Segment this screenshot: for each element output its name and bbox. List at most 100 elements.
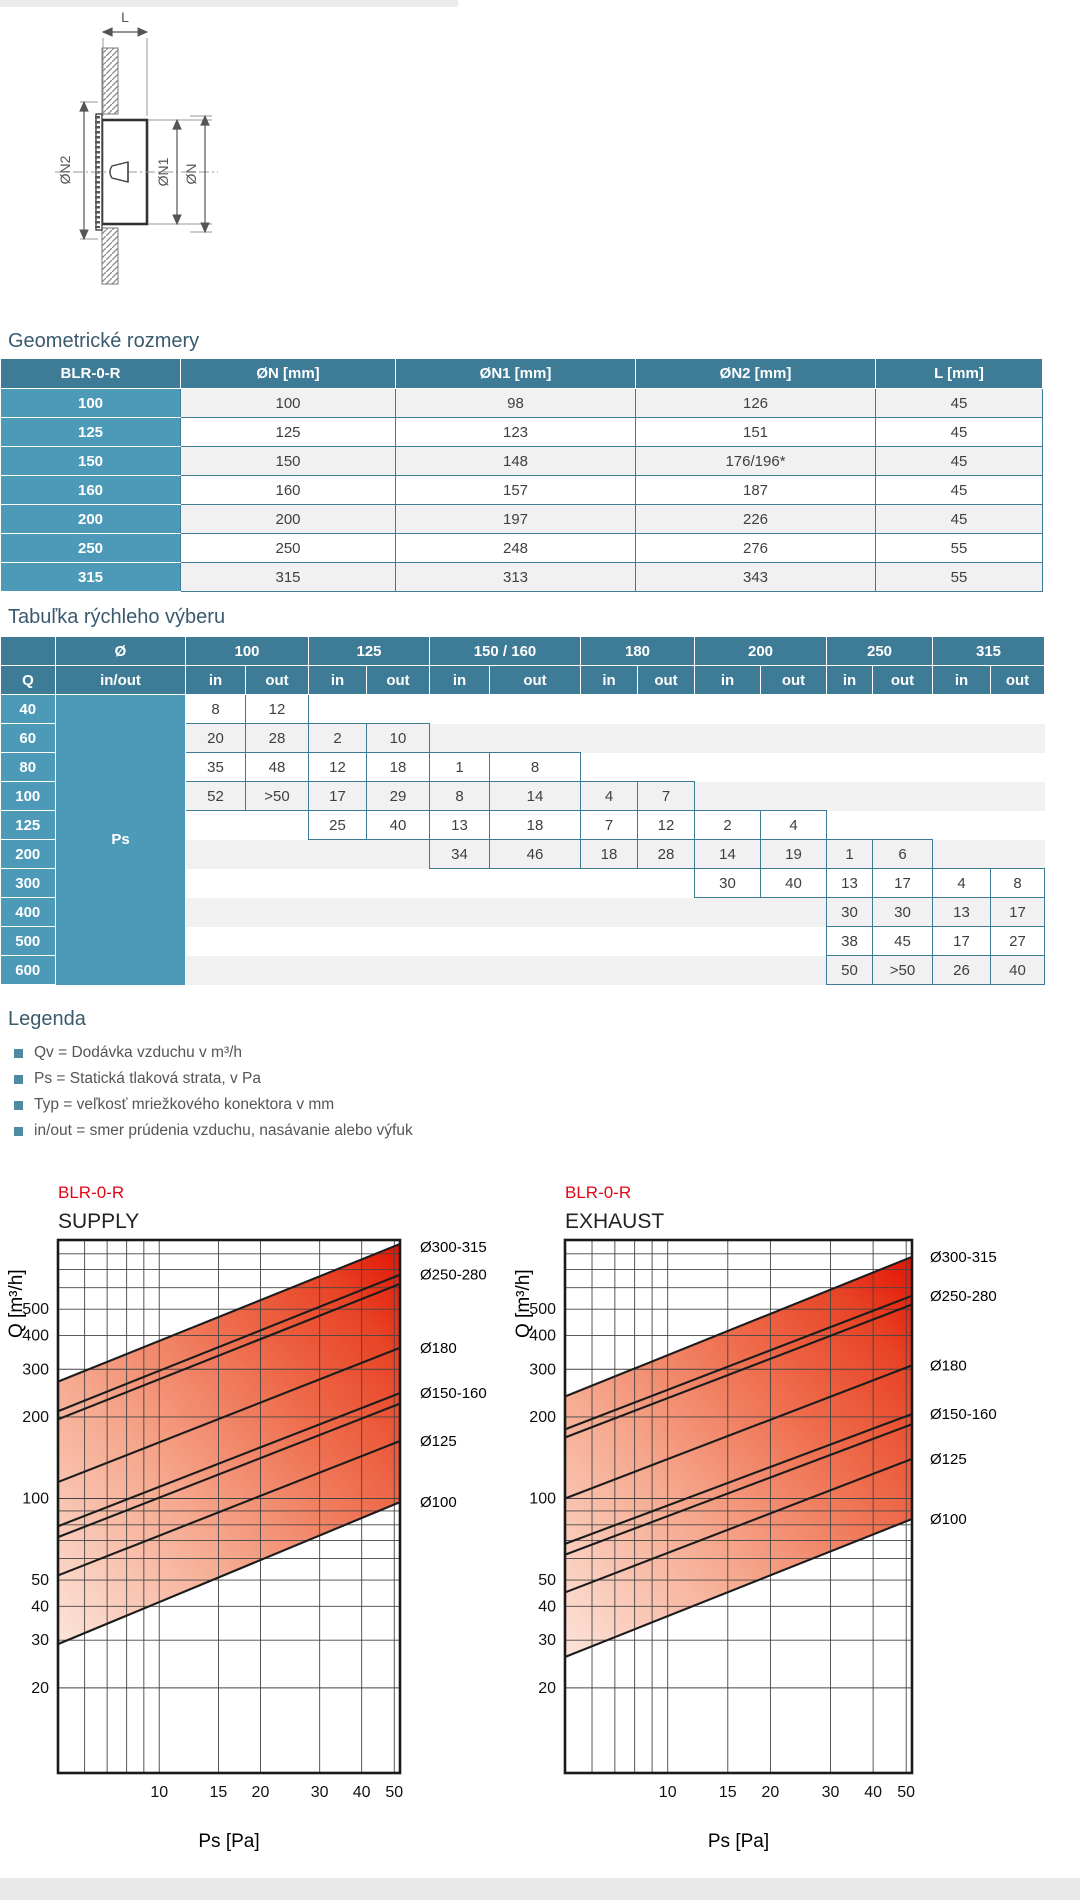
table-cell bbox=[760, 926, 827, 956]
table-cell bbox=[489, 868, 581, 898]
chart-title: BLR-0-R bbox=[58, 1183, 124, 1202]
table-row: 400 30 30 13 17 bbox=[0, 897, 1045, 927]
table-cell: 10 bbox=[366, 723, 430, 753]
y-tick-label: 400 bbox=[529, 1327, 556, 1344]
inout-sub-header: in bbox=[932, 665, 991, 695]
table-cell: 40 bbox=[760, 868, 827, 898]
table-cell: 13 bbox=[429, 810, 490, 840]
table-cell bbox=[185, 868, 246, 898]
x-tick-label: 50 bbox=[385, 1784, 403, 1801]
table-cell bbox=[489, 897, 581, 927]
table-cell bbox=[366, 926, 430, 956]
table-cell bbox=[694, 926, 761, 956]
table-cell: 187 bbox=[635, 475, 876, 505]
table-cell: 148 bbox=[395, 446, 636, 476]
table-cell bbox=[580, 752, 638, 782]
q-value: 400 bbox=[0, 897, 56, 927]
diameter-group-header: 125 bbox=[308, 636, 430, 666]
q-value: 100 bbox=[0, 781, 56, 811]
table-cell: 46 bbox=[489, 839, 581, 869]
table-cell bbox=[637, 694, 695, 724]
inout-sub-header: in bbox=[826, 665, 873, 695]
table-cell bbox=[580, 897, 638, 927]
table-cell bbox=[245, 955, 309, 985]
y-tick-label: 100 bbox=[529, 1491, 556, 1508]
q-value: 200 bbox=[0, 839, 56, 869]
table-cell: 6 bbox=[872, 839, 933, 869]
row-header: 160 bbox=[0, 475, 181, 505]
table-cell bbox=[637, 752, 695, 782]
q-value: 125 bbox=[0, 810, 56, 840]
table-cell bbox=[872, 810, 933, 840]
x-tick-label: 50 bbox=[897, 1784, 915, 1801]
x-axis-label: Ps [Pa] bbox=[708, 1831, 769, 1852]
legend-title: Legenda bbox=[8, 1008, 86, 1030]
row-header: 125 bbox=[0, 417, 181, 447]
table-cell bbox=[990, 781, 1045, 811]
table-cell bbox=[760, 955, 827, 985]
diameter-label: Ø300-315 bbox=[420, 1239, 487, 1256]
damper-cone bbox=[109, 161, 129, 183]
table-cell: 35 bbox=[185, 752, 246, 782]
y-tick-label: 50 bbox=[31, 1572, 49, 1589]
table-cell: 50 bbox=[826, 955, 873, 985]
table-cell: 40 bbox=[366, 810, 430, 840]
table-cell bbox=[990, 694, 1045, 724]
q-value: 500 bbox=[0, 926, 56, 956]
table-cell bbox=[366, 839, 430, 869]
table-cell: 315 bbox=[180, 562, 396, 592]
table-cell: 7 bbox=[580, 810, 638, 840]
table-cell bbox=[637, 723, 695, 753]
grille-cross-section-drawing: L ØN2 ØN1 ØN bbox=[55, 9, 218, 285]
table-row: 60 20 28 2 10 bbox=[0, 723, 1045, 753]
table-cell bbox=[694, 897, 761, 927]
diameter-line bbox=[57, 1282, 401, 1421]
table-cell bbox=[872, 752, 933, 782]
table-cell: >50 bbox=[245, 781, 309, 811]
column-header: ØN1 [mm] bbox=[395, 358, 636, 389]
inout-sub-header: out bbox=[637, 665, 695, 695]
table-cell bbox=[308, 839, 367, 869]
legend-item-text: Typ = veľkosť mriežkového konektora v mm bbox=[34, 1096, 335, 1113]
dim-label-N2: ØN2 bbox=[57, 155, 73, 184]
table-row: 100 52 >50 17 29 8 14 4 7 bbox=[0, 781, 1045, 811]
table-cell bbox=[366, 694, 430, 724]
diameter-label: Ø180 bbox=[420, 1340, 457, 1357]
table-cell bbox=[932, 781, 991, 811]
square-bullet-icon bbox=[14, 1126, 23, 1136]
table-row: 300 30 40 13 17 4 8 bbox=[0, 868, 1045, 898]
table-cell bbox=[760, 781, 827, 811]
x-tick-label: 10 bbox=[150, 1784, 168, 1801]
table-cell bbox=[429, 955, 490, 985]
table-cell bbox=[429, 868, 490, 898]
table-cell: 8 bbox=[990, 868, 1045, 898]
table-cell: 4 bbox=[932, 868, 991, 898]
table-cell: 30 bbox=[872, 897, 933, 927]
table-cell: 2 bbox=[308, 723, 367, 753]
y-tick-label: 40 bbox=[538, 1598, 556, 1615]
table-cell bbox=[694, 752, 761, 782]
table-cell bbox=[185, 926, 246, 956]
diameter-group-header: 150 / 160 bbox=[429, 636, 581, 666]
table-cell: 30 bbox=[826, 897, 873, 927]
table-row: 315 315 313 343 55 bbox=[0, 562, 1043, 592]
table-cell: 20 bbox=[185, 723, 246, 753]
diameter-group-header: 180 bbox=[580, 636, 695, 666]
diameter-line bbox=[57, 1243, 401, 1383]
table-cell: 151 bbox=[635, 417, 876, 447]
table-cell: 40 bbox=[990, 955, 1045, 985]
dim-label-N1: ØN1 bbox=[155, 157, 171, 186]
column-header: ØN2 [mm] bbox=[635, 358, 876, 389]
x-tick-label: 15 bbox=[210, 1784, 228, 1801]
page-top-strip bbox=[0, 0, 458, 7]
diameter-line bbox=[564, 1457, 913, 1594]
table-cell bbox=[932, 694, 991, 724]
table-cell: 17 bbox=[308, 781, 367, 811]
row-header: 200 bbox=[0, 504, 181, 534]
legend-item: in/out = smer prúdenia vzduchu, nasávani… bbox=[14, 1118, 413, 1144]
row-header: 315 bbox=[0, 562, 181, 592]
table-cell: 45 bbox=[875, 446, 1043, 476]
table-cell bbox=[185, 810, 246, 840]
table-cell: 30 bbox=[694, 868, 761, 898]
y-tick-label: 20 bbox=[538, 1680, 556, 1697]
